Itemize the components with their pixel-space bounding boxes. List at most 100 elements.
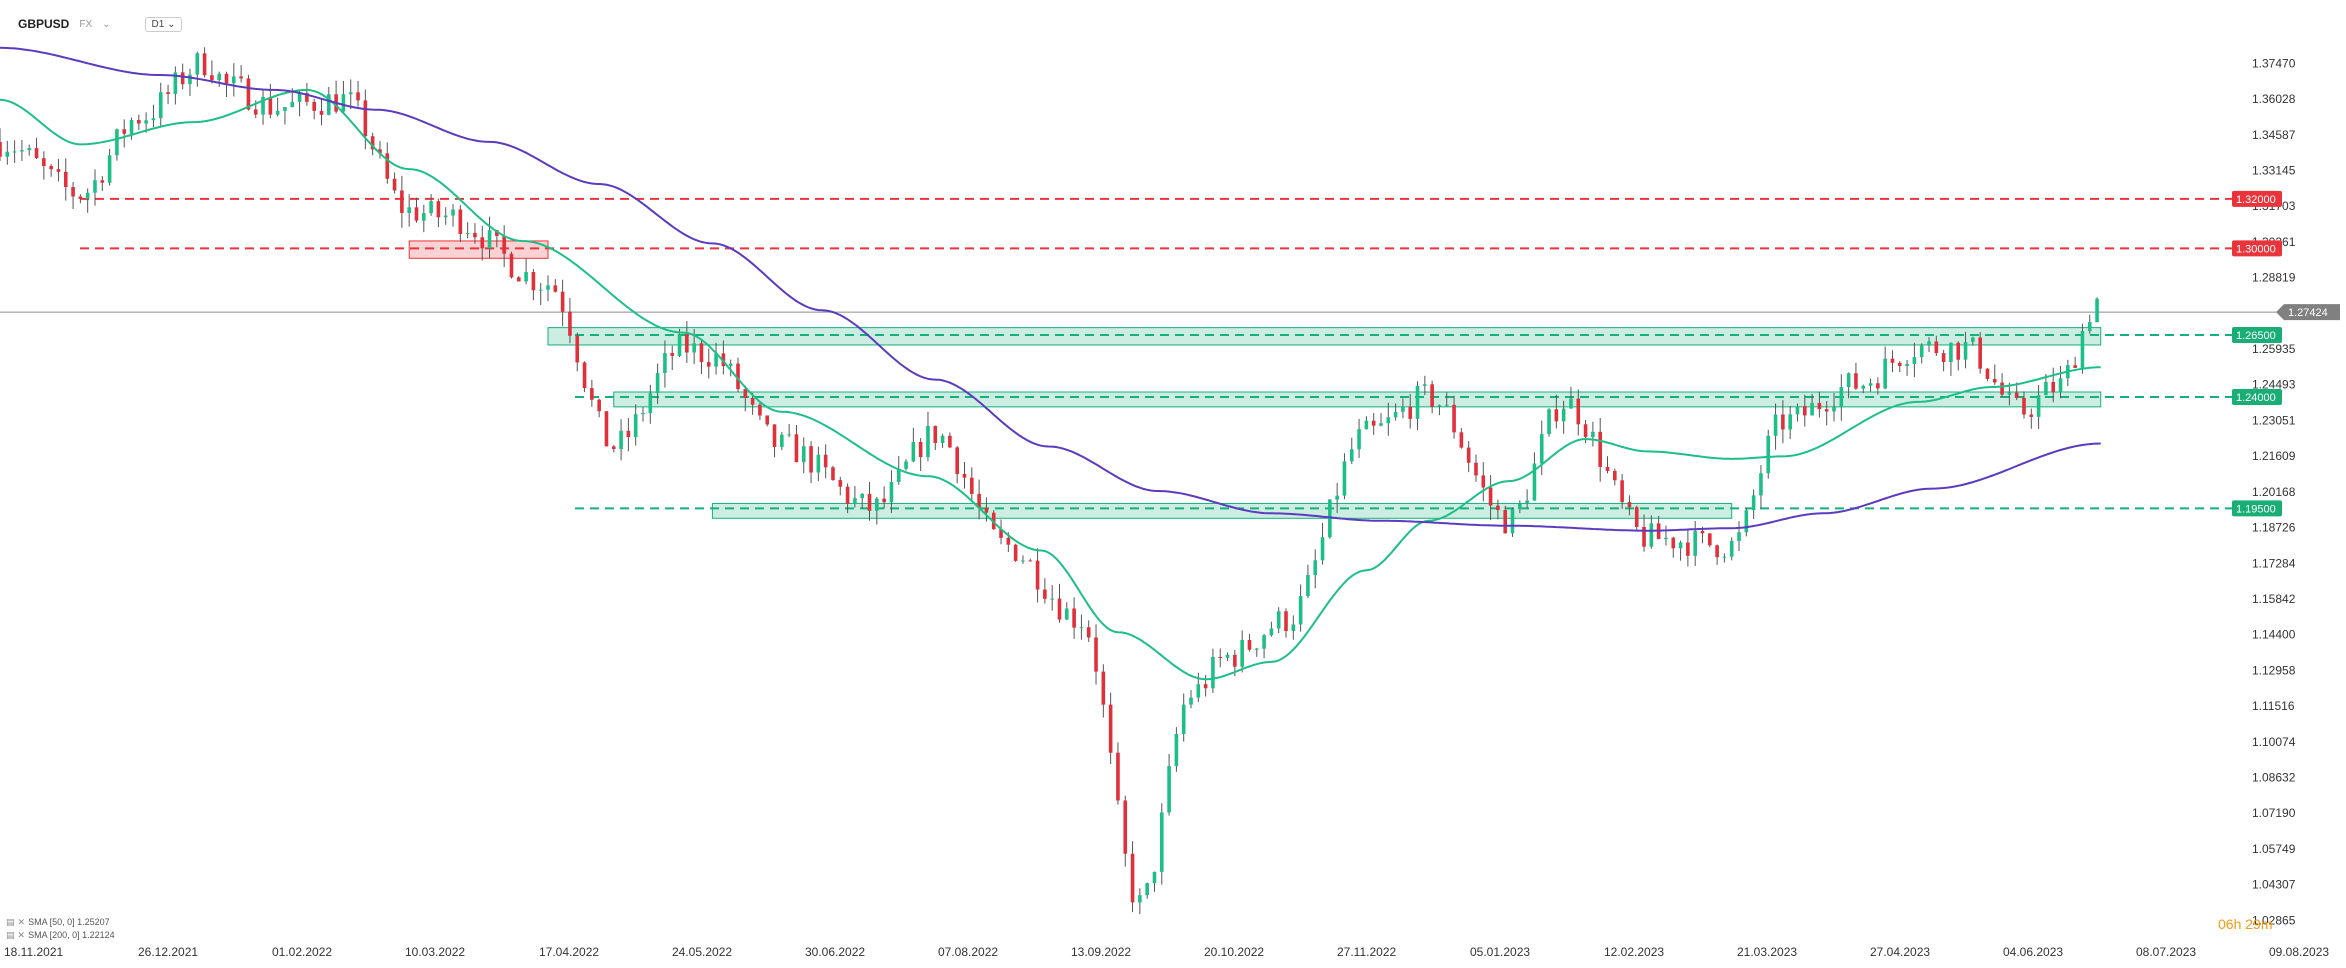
candle-down	[626, 430, 631, 438]
candle-up	[1919, 345, 1924, 358]
candle-down	[1715, 545, 1719, 558]
candle-down	[1634, 507, 1639, 527]
candle-down	[2000, 382, 2004, 395]
candle-down	[2073, 365, 2077, 368]
candle-up	[1832, 407, 1836, 412]
candle-up	[297, 93, 302, 102]
candle-up	[648, 393, 653, 414]
candle-up	[173, 72, 178, 94]
candle-down	[611, 446, 616, 450]
candle-down	[312, 101, 316, 111]
candle-down	[1598, 431, 1602, 467]
candle-down	[1642, 526, 1646, 547]
y-tick-label: 1.28819	[2252, 271, 2296, 285]
legend-row-sma200[interactable]: ▤ ✕ SMA [200, 0] 1.22124	[6, 929, 115, 942]
candle-down	[1576, 398, 1581, 425]
chevron-down-icon[interactable]: ⌄	[102, 18, 111, 30]
eye-icon[interactable]: ▤	[6, 930, 15, 940]
candle-down	[1992, 378, 1997, 383]
support-zone	[613, 391, 2102, 408]
candle-down	[305, 93, 309, 102]
level-badge-label: 1.19500	[2236, 503, 2276, 515]
chevron-down-icon: ⌄	[167, 18, 176, 30]
candle-down	[955, 447, 959, 474]
candle-down	[0, 141, 2, 157]
candle-up	[1795, 406, 1800, 415]
candle-up	[1678, 542, 1683, 549]
candle-down	[750, 398, 755, 405]
candle-down	[809, 446, 813, 473]
candle-up	[655, 372, 660, 394]
candle-up	[1262, 635, 1266, 649]
candle-up	[1379, 423, 1383, 426]
candle-up	[1751, 495, 1756, 511]
candle-down	[1620, 480, 1624, 503]
candle-down	[721, 353, 726, 367]
market-label: FX	[79, 18, 93, 30]
candle-down	[706, 362, 711, 367]
candle-up	[188, 74, 192, 85]
support-zone	[547, 327, 2102, 346]
close-icon[interactable]: ✕	[17, 930, 26, 940]
candle-down	[1028, 560, 1033, 562]
candle-up	[633, 414, 638, 438]
candle-up	[5, 151, 10, 157]
candle-down	[1956, 342, 1961, 360]
candle-down	[765, 415, 770, 425]
candle-down	[202, 53, 207, 76]
candle-down	[1233, 654, 1237, 667]
candle-down	[2022, 397, 2026, 415]
level-badges-layer: 1.32000 1.30000 1.26500 1.24000 1.19500 1.274…	[2232, 190, 2340, 517]
time-axis: 18.11.2021 26.12.2021 01.02.2022 10.03.2022…	[4, 945, 2329, 959]
candle-up	[1357, 429, 1361, 450]
candle-down	[977, 493, 981, 508]
candle-down	[1605, 466, 1610, 471]
candle-up	[407, 207, 411, 214]
x-tick-label: 27.04.2023	[1870, 945, 1930, 959]
x-tick-label: 30.06.2022	[805, 945, 865, 959]
candle-down	[458, 209, 463, 234]
timeframe-select[interactable]: D1 ⌄	[144, 16, 183, 32]
candle-down	[1686, 542, 1690, 556]
candle-up	[1211, 657, 1215, 689]
indicator-legend: ▤ ✕ SMA [50, 0] 1.25207 ▤ ✕ SMA [200, 0]…	[6, 916, 115, 942]
y-tick-label: 1.12958	[2252, 663, 2296, 677]
candle-down	[224, 73, 229, 84]
candle-up	[1561, 408, 1566, 422]
candle-up	[151, 118, 156, 121]
candle-up	[107, 155, 112, 183]
symbol-label[interactable]: GBPUSD	[18, 17, 70, 31]
candle-up	[2007, 392, 2012, 395]
candle-down	[1013, 544, 1018, 561]
candle-down	[122, 129, 127, 134]
candle-up	[275, 110, 280, 115]
candle-up	[1269, 628, 1274, 636]
close-icon[interactable]: ✕	[17, 917, 26, 927]
x-tick-label: 17.04.2022	[539, 945, 599, 959]
candle-down	[758, 404, 762, 416]
eye-icon[interactable]: ▤	[6, 917, 15, 927]
legend-row-sma50[interactable]: ▤ ✕ SMA [50, 0] 1.25207	[6, 916, 115, 929]
candle-up	[451, 209, 455, 216]
y-tick-label: 1.34587	[2252, 128, 2296, 142]
y-tick-label: 1.11516	[2252, 699, 2295, 713]
candle-down	[962, 473, 967, 478]
candle-up	[261, 96, 265, 115]
current-price-label: 1.27424	[2288, 307, 2328, 319]
candle-down	[568, 311, 572, 336]
candle-up	[144, 120, 148, 124]
level-badge-label: 1.30000	[2236, 243, 2276, 255]
x-tick-label: 27.11.2022	[1337, 945, 1396, 959]
candle-up	[1291, 624, 1296, 632]
candle-up	[641, 413, 645, 415]
candle-up	[860, 493, 865, 499]
candle-up	[663, 352, 667, 373]
candle-down	[1203, 684, 1208, 689]
y-tick-label: 1.36028	[2252, 92, 2296, 106]
candle-up	[1518, 503, 1522, 510]
candle-down	[867, 493, 872, 511]
candle-up	[524, 272, 528, 282]
candle-up	[327, 94, 331, 115]
candle-down	[1554, 409, 1559, 422]
